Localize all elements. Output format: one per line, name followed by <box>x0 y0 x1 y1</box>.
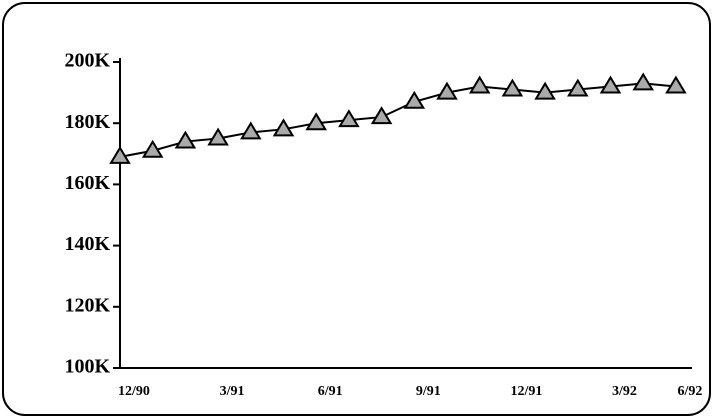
marker <box>436 81 458 100</box>
y-tick-label: 120K <box>64 294 110 316</box>
marker <box>207 127 229 146</box>
marker <box>240 121 262 140</box>
marker <box>665 75 687 94</box>
x-tick-label: 12/91 <box>510 384 542 399</box>
y-tick-label: 160K <box>64 172 110 194</box>
marker <box>468 75 491 94</box>
x-tick-label: 9/91 <box>416 384 441 399</box>
marker <box>403 90 426 109</box>
marker <box>174 130 197 149</box>
line <box>119 82 676 158</box>
marker <box>370 106 393 125</box>
x-tick-label: 6/92 <box>677 384 702 399</box>
y-tick-label: 180K <box>64 111 110 133</box>
x-tick-label: 12/90 <box>118 384 150 399</box>
marker <box>305 112 327 131</box>
frame <box>2 2 711 416</box>
x-tick-label: 6/91 <box>318 384 343 399</box>
marker <box>338 109 360 128</box>
marker <box>632 72 654 91</box>
y-tick-label: 200K <box>64 50 110 72</box>
marker <box>501 78 524 97</box>
y-tick-label: 140K <box>64 233 110 255</box>
marker <box>109 145 131 164</box>
x-tick-label: 3/91 <box>220 384 245 399</box>
marker <box>141 139 164 158</box>
marker <box>534 81 556 100</box>
marker <box>567 78 589 97</box>
x-tick-label: 3/92 <box>612 384 637 399</box>
y-tick-label: 100K <box>64 356 110 378</box>
marker <box>272 118 295 137</box>
marker <box>599 75 622 94</box>
